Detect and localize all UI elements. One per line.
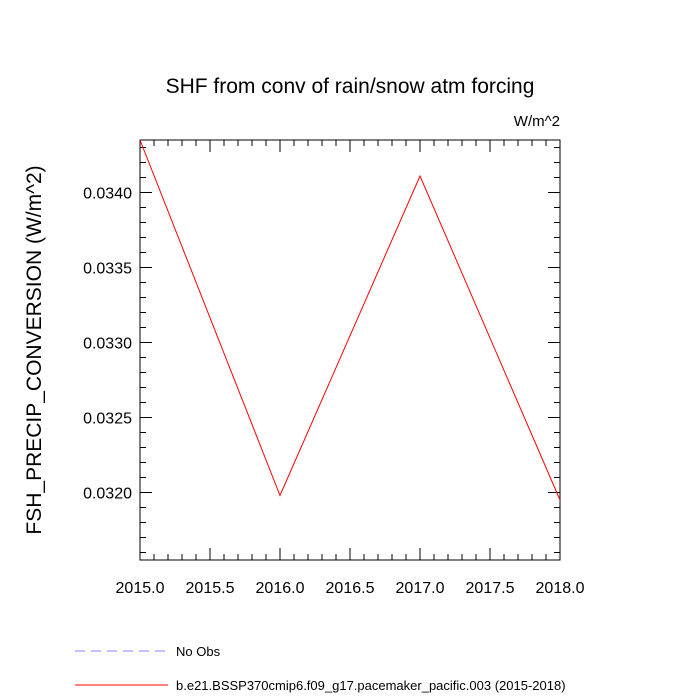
data-lines [139, 139, 561, 501]
chart-title: SHF from conv of rain/snow atm forcing [166, 75, 535, 98]
plot-area-frame [139, 139, 561, 561]
x-tick-label: 2017.0 [396, 580, 445, 597]
x-tick-label: 2016.0 [256, 580, 305, 597]
legend-label-0: No Obs [176, 644, 221, 659]
legend-label-1: b.e21.BSSP370cmip6.f09_g17.pacemaker_pac… [176, 678, 566, 693]
x-tick-label: 2016.5 [326, 580, 375, 597]
legend: No Obs b.e21.BSSP370cmip6.f09_g17.pacemak… [75, 644, 566, 693]
x-tick-label: 2015.0 [116, 580, 165, 597]
y-tick-label: 0.0330 [83, 336, 132, 353]
units-label: W/m^2 [514, 113, 560, 130]
y-tick-label: 0.0335 [83, 261, 132, 278]
x-tick-label: 2017.5 [466, 580, 515, 597]
axis-tick-labels: 2015.0 2015.5 2016.0 2016.5 2017.0 2017.5 2018… [83, 186, 585, 598]
y-axis-label: FSH_PRECIP_CONVERSION (W/m^2) [23, 165, 46, 534]
y-tick-label: 0.0325 [83, 411, 132, 428]
x-tick-label: 2015.5 [186, 580, 235, 597]
axis-ticks [139, 140, 561, 560]
x-tick-label: 2018.0 [536, 580, 585, 597]
y-tick-label: 0.0340 [83, 186, 132, 203]
series-line-1 [139, 139, 561, 501]
y-tick-label: 0.0320 [83, 486, 132, 503]
